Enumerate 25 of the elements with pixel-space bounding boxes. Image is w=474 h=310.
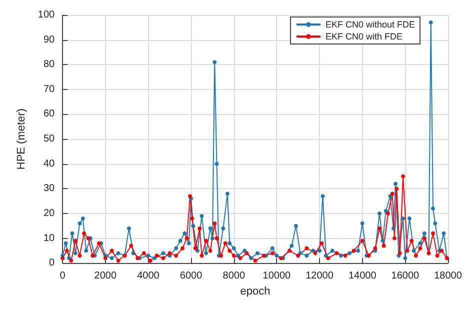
x-tick-label: 12000	[306, 270, 334, 282]
x-tick-label: 2000	[94, 270, 117, 282]
x-tick-label: 0	[60, 270, 66, 282]
y-tick-label: 20	[43, 208, 56, 219]
y-tick-label: 70	[43, 84, 56, 95]
y-axis-title: HPE (meter)	[16, 108, 28, 170]
y-tick-label: 0	[49, 258, 56, 269]
y-tick-label: 50	[43, 134, 56, 145]
y-tick-label: 10	[43, 232, 56, 244]
x-tick-label: 6000	[180, 270, 203, 282]
x-tick-label: 18000	[434, 270, 462, 282]
x-tick-label: 8000	[222, 270, 246, 282]
y-tick-label: 80	[43, 59, 56, 70]
x-axis-title: epoch	[240, 286, 270, 298]
x-tick-label: 4000	[137, 270, 160, 282]
legend-label: EKF CN0 without FDE	[325, 20, 416, 30]
x-tick-label: 16000	[391, 270, 420, 282]
y-tick-label: 40	[43, 158, 56, 170]
y-tick-label: 60	[43, 108, 56, 120]
legend-label: EKF CN0 with FDE	[325, 32, 402, 42]
y-tick-label: 100	[38, 10, 56, 20]
y-tick-label: 30	[43, 183, 56, 194]
y-tick-label: 90	[43, 34, 56, 46]
x-tick-label: 14000	[348, 270, 377, 282]
x-tick-label: 10000	[262, 270, 292, 282]
